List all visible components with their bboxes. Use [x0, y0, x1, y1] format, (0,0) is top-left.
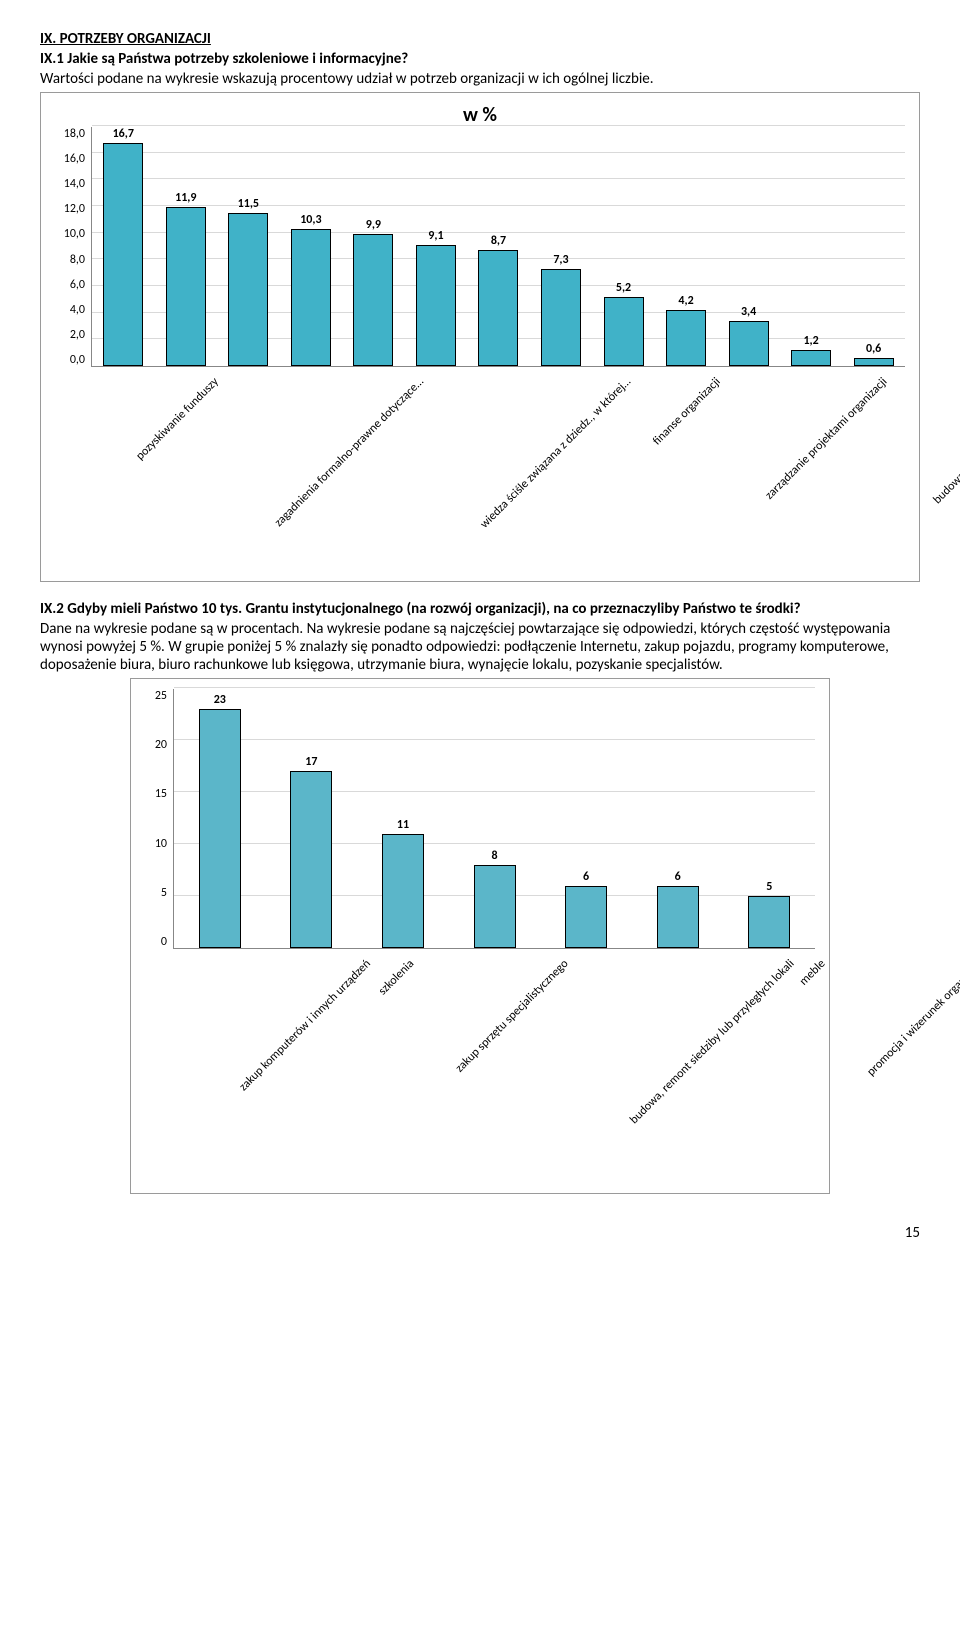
bar-value-label: 10,3	[300, 213, 321, 227]
bar	[103, 143, 143, 366]
question-1-heading: IX.1 Jakie są Państwa potrzeby szkolenio…	[40, 50, 920, 68]
y-tick-label: 4,0	[70, 303, 85, 317]
y-tick-label: 18,0	[64, 127, 85, 141]
bar	[604, 297, 644, 366]
bar-value-label: 9,1	[428, 229, 443, 243]
bar-slot: 9,9	[342, 127, 405, 366]
bar-value-label: 9,9	[366, 218, 381, 232]
bar	[541, 269, 581, 366]
bar-value-label: 1,2	[803, 334, 818, 348]
bar-slot: 6	[540, 689, 632, 948]
bar-slot: 11,5	[217, 127, 280, 366]
y-tick-label: 10	[155, 837, 167, 851]
bar	[166, 207, 206, 366]
question-1-note: Wartości podane na wykresie wskazują pro…	[40, 70, 920, 88]
y-tick-label: 10,0	[64, 227, 85, 241]
chart-1-container: w % 0,0 2,0 4,0 6,0 8,0 10,0 12,0 14,0 16,0 18,0 1…	[40, 92, 920, 582]
y-tick-label: 8,0	[70, 253, 85, 267]
bar-slot: 23	[174, 689, 266, 948]
bar	[666, 310, 706, 366]
y-tick-label: 2,0	[70, 328, 85, 342]
bar	[382, 834, 424, 948]
bar-value-label: 11,9	[175, 191, 196, 205]
bar-slot: 16,7	[92, 127, 155, 366]
bar-value-label: 0,6	[866, 342, 881, 356]
bar-value-label: 5	[766, 880, 772, 894]
bar	[474, 865, 516, 948]
bar-slot: 1,2	[780, 127, 843, 366]
bar	[791, 350, 831, 366]
bar-value-label: 23	[214, 693, 226, 707]
y-tick-label: 0,0	[70, 353, 85, 367]
bar-value-label: 8	[491, 849, 497, 863]
bar-slot: 6	[632, 689, 724, 948]
bar-slot: 9,1	[405, 127, 468, 366]
bar	[748, 896, 790, 948]
bar-value-label: 7,3	[553, 253, 568, 267]
bar	[353, 234, 393, 366]
bar-value-label: 11,5	[238, 197, 259, 211]
bar-slot: 5,2	[592, 127, 655, 366]
question-2-note: Dane na wykresie podane są w procentach.…	[40, 620, 920, 674]
bar-slot: 0,6	[842, 127, 905, 366]
bar-slot: 5	[723, 689, 815, 948]
bar-value-label: 5,2	[616, 281, 631, 295]
bar	[729, 321, 769, 366]
bar-value-label: 6	[583, 870, 589, 884]
y-tick-label: 6,0	[70, 278, 85, 292]
bar-slot: 4,2	[655, 127, 718, 366]
bar-value-label: 8,7	[491, 234, 506, 248]
bar-slot: 8,7	[467, 127, 530, 366]
y-tick-label: 15	[155, 787, 167, 801]
bar	[416, 245, 456, 366]
bar-slot: 3,4	[717, 127, 780, 366]
bar	[291, 229, 331, 366]
bar-slot: 8	[449, 689, 541, 948]
section-heading: IX. POTRZEBY ORGANIZACJI	[40, 30, 920, 48]
bar-value-label: 11	[397, 818, 409, 832]
bar-value-label: 6	[675, 870, 681, 884]
bar	[854, 358, 894, 366]
y-tick-label: 0	[161, 935, 167, 949]
question-2-heading: IX.2 Gdyby mieli Państwo 10 tys. Grantu …	[40, 600, 920, 618]
y-tick-label: 25	[155, 689, 167, 703]
y-tick-label: 16,0	[64, 152, 85, 166]
chart-1-title: w %	[55, 103, 905, 127]
y-tick-label: 14,0	[64, 177, 85, 191]
y-tick-label: 20	[155, 738, 167, 752]
bar-slot: 11	[357, 689, 449, 948]
bar-value-label: 17	[305, 755, 317, 769]
bar	[565, 886, 607, 948]
bar-slot: 17	[266, 689, 358, 948]
chart-2-plot: 05101520252317118665zakup komputerów i i…	[145, 689, 815, 1179]
bar-value-label: 16,7	[113, 127, 134, 141]
bar	[290, 771, 332, 948]
y-tick-label: 5	[161, 886, 167, 900]
bar	[657, 886, 699, 948]
chart-2-container: 05101520252317118665zakup komputerów i i…	[130, 678, 830, 1194]
bar-slot: 11,9	[155, 127, 218, 366]
bar	[199, 709, 241, 948]
chart-1-plot: 0,0 2,0 4,0 6,0 8,0 10,0 12,0 14,0 16,0 18,0 16,7 1…	[55, 127, 905, 567]
bar-value-label: 3,4	[741, 305, 756, 319]
bar-value-label: 4,2	[678, 294, 693, 308]
bar-slot: 10,3	[280, 127, 343, 366]
bar	[478, 250, 518, 366]
bar-slot: 7,3	[530, 127, 593, 366]
y-tick-label: 12,0	[64, 202, 85, 216]
bar	[228, 213, 268, 366]
